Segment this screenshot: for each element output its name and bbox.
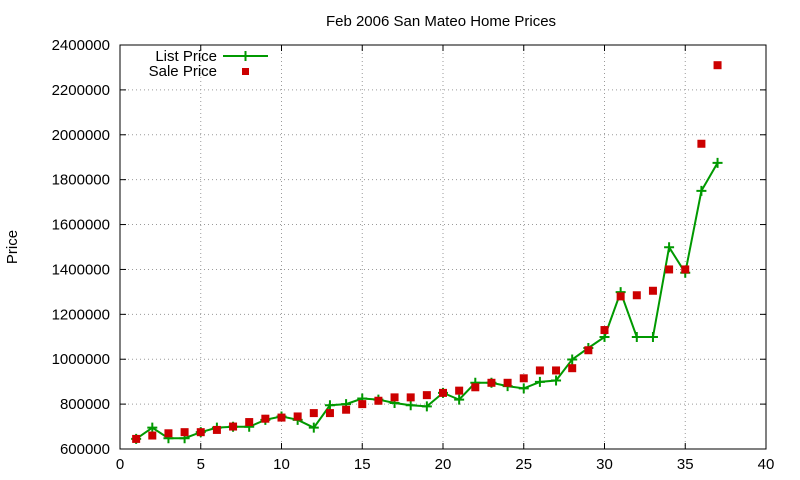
- series-list-price: [131, 157, 723, 444]
- sale-price-point: [261, 414, 270, 423]
- x-tick-label: 15: [354, 456, 371, 473]
- list-price-point: [664, 242, 675, 253]
- list-price-point: [647, 332, 658, 343]
- list-price-point: [631, 332, 642, 343]
- sale-price-point: [196, 428, 205, 437]
- y-tick-label: 2400000: [52, 37, 110, 54]
- list-price-point: [421, 401, 432, 412]
- sale-price-point: [681, 265, 690, 274]
- sale-price-point: [600, 326, 609, 335]
- sale-price-point: [309, 409, 318, 418]
- y-tick-label: 1800000: [52, 172, 110, 189]
- y-tick-label: 1000000: [52, 351, 110, 368]
- sale-price-point: [293, 412, 302, 421]
- list-price-point: [147, 422, 158, 433]
- sale-price-point: [277, 413, 286, 422]
- series-sale-price: [132, 61, 722, 443]
- sale-price-point: [439, 388, 447, 397]
- sale-price-point: [390, 393, 399, 402]
- sale-price-point: [406, 393, 415, 402]
- sale-price-point: [487, 378, 496, 387]
- sale-price-point: [632, 291, 641, 300]
- list-price-point: [534, 376, 545, 387]
- sale-price-point: [503, 378, 512, 387]
- sale-price-point: [713, 61, 722, 70]
- sale-price-point: [358, 400, 367, 409]
- sale-price-point: [471, 383, 480, 392]
- y-tick-label: 800000: [60, 396, 110, 413]
- x-tick-label: 25: [515, 456, 532, 473]
- list-price-point: [567, 354, 578, 365]
- x-tick-label: 20: [435, 456, 452, 473]
- sale-price-point: [148, 431, 157, 440]
- y-tick-label: 1600000: [52, 217, 110, 234]
- sale-price-point: [245, 418, 254, 427]
- list-price-point: [324, 400, 335, 411]
- legend: List Price Sale Price: [149, 48, 268, 80]
- sale-price-point: [374, 396, 383, 405]
- sale-price-point: [568, 364, 577, 373]
- x-tick-label: 30: [596, 456, 613, 473]
- y-tick-label: 1200000: [52, 306, 110, 323]
- sale-price-point: [616, 292, 625, 301]
- axis-ticks: 0 5 10 15 20 25 30 35 40 600000 800000 1000000 12000…: [52, 37, 775, 473]
- sale-price-point: [519, 374, 528, 383]
- sale-price-point: [229, 422, 238, 431]
- sale-price-point: [535, 366, 544, 375]
- sale-price-point: [422, 391, 431, 400]
- list-price-point: [518, 383, 529, 394]
- series-layer: [131, 61, 723, 444]
- legend-label-list-price: List Price: [155, 48, 217, 65]
- list-price-point: [696, 185, 707, 196]
- legend-label-sale-price: Sale Price: [149, 63, 217, 80]
- sale-price-point: [212, 425, 221, 434]
- sale-price-point: [455, 386, 464, 395]
- y-tick-label: 1400000: [52, 261, 110, 278]
- chart-title: Feb 2006 San Mateo Home Prices: [326, 13, 556, 30]
- list-price-point: [308, 422, 319, 433]
- x-tick-label: 5: [197, 456, 205, 473]
- list-price-point: [712, 157, 723, 168]
- sale-price-point: [648, 286, 657, 295]
- y-tick-label: 2200000: [52, 82, 110, 99]
- sale-price-point: [584, 346, 593, 355]
- sale-price-point: [665, 265, 674, 274]
- list-price-point: [551, 375, 562, 386]
- sale-price-point: [552, 366, 561, 375]
- x-tick-label: 35: [677, 456, 694, 473]
- sale-price-point: [697, 139, 706, 148]
- list-price-point: [454, 394, 465, 405]
- list-price-point: [405, 400, 416, 411]
- legend-marker-list-price: [240, 51, 251, 61]
- sale-price-point: [180, 428, 189, 437]
- y-axis-label: Price: [4, 230, 21, 264]
- sale-price-point: [325, 409, 334, 418]
- x-tick-label: 0: [116, 456, 124, 473]
- sale-price-point: [342, 405, 351, 414]
- legend-marker-sale-price: [242, 68, 249, 75]
- x-tick-label: 40: [758, 456, 775, 473]
- y-tick-label: 2000000: [52, 127, 110, 144]
- y-tick-label: 600000: [60, 441, 110, 458]
- sale-price-point: [132, 434, 141, 443]
- x-tick-label: 10: [273, 456, 290, 473]
- sale-price-point: [164, 429, 173, 438]
